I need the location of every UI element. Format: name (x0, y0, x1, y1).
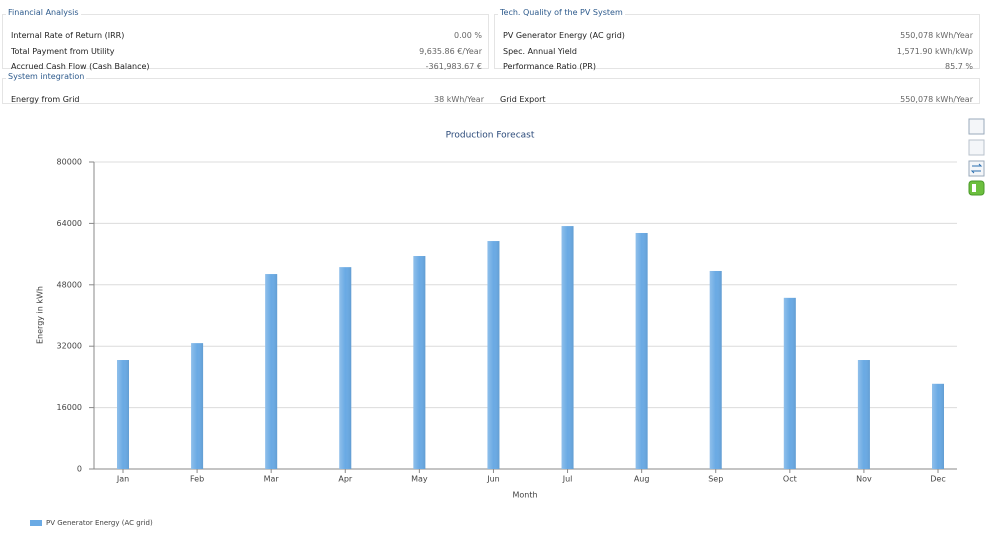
row-label: Spec. Annual Yield (503, 46, 577, 56)
row-value: 85.7 % (945, 62, 973, 71)
panel: PV Generator Energy (AC grid) 550,078 kWh… (494, 14, 980, 71)
bar-shade (265, 274, 278, 469)
toggle-button[interactable] (968, 180, 985, 196)
y-tick-label: 64000 (57, 219, 82, 228)
panel-title: System integration (6, 72, 87, 81)
row-label: Total Payment from Utility (11, 46, 115, 56)
row-value: 0.00 % (454, 31, 482, 40)
row: Total Payment from Utility 9,635.86 €/Yea… (11, 47, 482, 61)
panel: Energy from Grid 38 kWh/Year Grid Export 55… (2, 78, 980, 104)
x-tick-label: Sep (708, 475, 723, 484)
row: Energy from Grid 38 kWh/Year (11, 95, 484, 109)
bar-shade (413, 256, 426, 469)
row-value: 550,078 kWh/Year (900, 95, 973, 104)
y-tick-label: 80000 (57, 158, 82, 167)
row: Internal Rate of Return (IRR) 0.00 % (11, 31, 482, 45)
y-tick-label: 48000 (57, 280, 82, 289)
x-tick-label: May (411, 475, 428, 484)
bar-shade (117, 360, 129, 469)
row-value: 9,635.86 €/Year (419, 46, 482, 56)
x-tick-label: Jan (116, 475, 129, 484)
bar-shade (339, 267, 352, 469)
x-tick-label: Mar (264, 475, 280, 484)
x-tick-label: Jun (486, 475, 500, 484)
row-value: -361,983.67 € (425, 62, 482, 71)
row: Spec. Annual Yield 1,571.90 kWh/kWp (503, 47, 973, 61)
y-tick-label: 0 (77, 465, 82, 474)
row-label: Internal Rate of Return (IRR) (11, 31, 125, 40)
row-label: Grid Export (500, 95, 546, 104)
x-tick-label: Dec (930, 475, 945, 484)
row-label: PV Generator Energy (AC grid) (503, 31, 625, 40)
swap-icon (970, 163, 983, 174)
bar-shade (561, 226, 574, 469)
y-tick-label: 16000 (57, 403, 82, 412)
x-tick-label: Oct (783, 475, 797, 484)
row-value: 550,078 kWh/Year (900, 31, 973, 40)
chart-title: Production Forecast (446, 131, 535, 141)
bar-shade (857, 360, 870, 469)
x-tick-label: Nov (856, 475, 872, 484)
legend-swatch (30, 520, 42, 526)
bar-shade (635, 232, 648, 469)
row-label: Accrued Cash Flow (Cash Balance) (11, 62, 150, 71)
x-tick-label: Jul (562, 475, 573, 484)
bar-shade (783, 297, 796, 469)
toolbar (968, 118, 985, 196)
panel-title: Financial Analysis (6, 8, 81, 17)
legend-label: PV Generator Energy (AC grid) (46, 519, 153, 527)
row-label: Energy from Grid (11, 95, 80, 104)
y-tick-label: 32000 (57, 342, 82, 351)
tool-button[interactable] (968, 139, 985, 156)
row-value: 1,571.90 kWh/kWp (896, 46, 973, 56)
bar-shade (932, 383, 944, 469)
x-tick-label: Aug (634, 475, 650, 484)
row: PV Generator Energy (AC grid) 550,078 kWh… (503, 31, 973, 45)
panel: Internal Rate of Return (IRR) 0.00 % Total… (2, 14, 489, 71)
x-axis-label: Month (512, 491, 537, 500)
x-tick-label: Apr (338, 475, 353, 484)
bar-shade (709, 270, 722, 469)
toggle-knob (972, 184, 976, 192)
row: Accrued Cash Flow (Cash Balance) -361,983… (11, 62, 482, 76)
row-value: 38 kWh/Year (434, 95, 484, 104)
y-axis-label: Energy in kWh (36, 286, 45, 344)
bar-shade (487, 241, 500, 469)
bar-shade (191, 343, 204, 469)
row-label: Performance Ratio (PR) (503, 62, 596, 71)
row: Performance Ratio (PR) 85.7 % (503, 62, 973, 76)
tool-button[interactable] (968, 118, 985, 135)
panel-title: Tech. Quality of the PV System (498, 8, 625, 17)
x-tick-label: Feb (190, 475, 204, 484)
row: Grid Export 550,078 kWh/Year (500, 95, 973, 109)
tool-button[interactable] (968, 160, 985, 177)
